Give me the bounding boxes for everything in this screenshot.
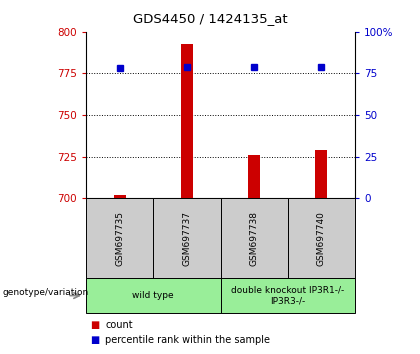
Text: GDS4450 / 1424135_at: GDS4450 / 1424135_at [133, 12, 287, 25]
Bar [181, 44, 193, 198]
Text: ■: ■ [90, 335, 100, 345]
Text: genotype/variation: genotype/variation [2, 287, 88, 297]
Text: double knockout IP3R1-/-
IP3R3-/-: double knockout IP3R1-/- IP3R3-/- [231, 286, 344, 305]
Text: count: count [105, 320, 133, 330]
Text: GSM697738: GSM697738 [249, 211, 259, 266]
Bar [248, 155, 260, 198]
Text: GSM697740: GSM697740 [317, 211, 326, 266]
Text: GSM697735: GSM697735 [115, 211, 124, 266]
Text: percentile rank within the sample: percentile rank within the sample [105, 335, 270, 345]
Bar [315, 150, 327, 198]
Text: GSM697737: GSM697737 [182, 211, 192, 266]
Bar [114, 195, 126, 198]
Text: wild type: wild type [132, 291, 174, 300]
Text: ■: ■ [90, 320, 100, 330]
